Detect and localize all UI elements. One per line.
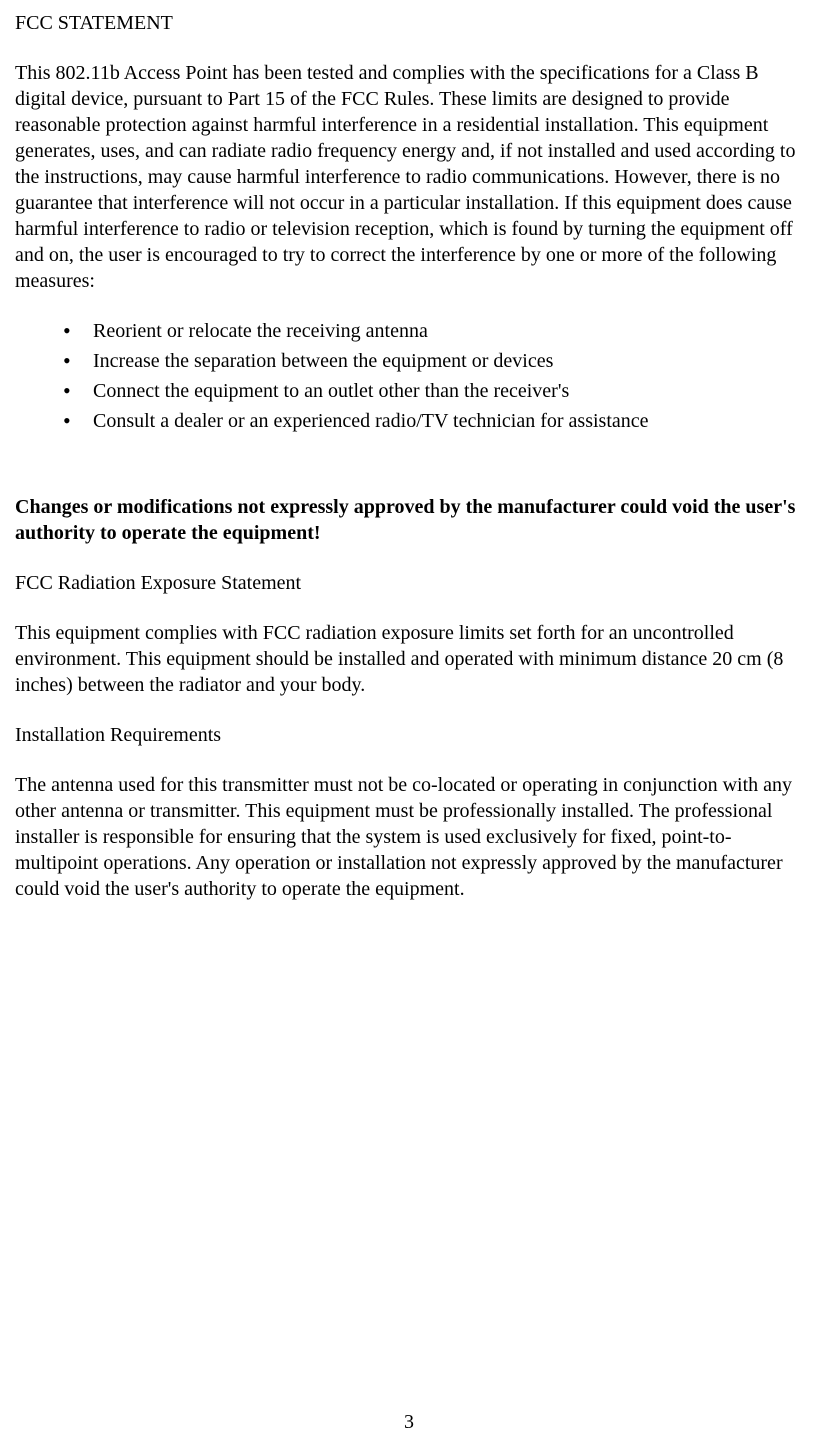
measures-list: Reorient or relocate the receiving anten… — [15, 318, 803, 434]
bullet-item: Increase the separation between the equi… — [63, 348, 803, 374]
page-number: 3 — [404, 1409, 414, 1435]
radiation-header: FCC Radiation Exposure Statement — [15, 570, 803, 596]
radiation-paragraph: This equipment complies with FCC radiati… — [15, 620, 803, 698]
warning-text: Changes or modifications not expressly a… — [15, 494, 803, 546]
intro-paragraph: This 802.11b Access Point has been teste… — [15, 60, 803, 294]
bullet-item: Consult a dealer or an experienced radio… — [63, 408, 803, 434]
bullet-item: Reorient or relocate the receiving anten… — [63, 318, 803, 344]
installation-paragraph: The antenna used for this transmitter mu… — [15, 772, 803, 902]
document-title: FCC STATEMENT — [15, 10, 803, 36]
installation-header: Installation Requirements — [15, 722, 803, 748]
bullet-item: Connect the equipment to an outlet other… — [63, 378, 803, 404]
